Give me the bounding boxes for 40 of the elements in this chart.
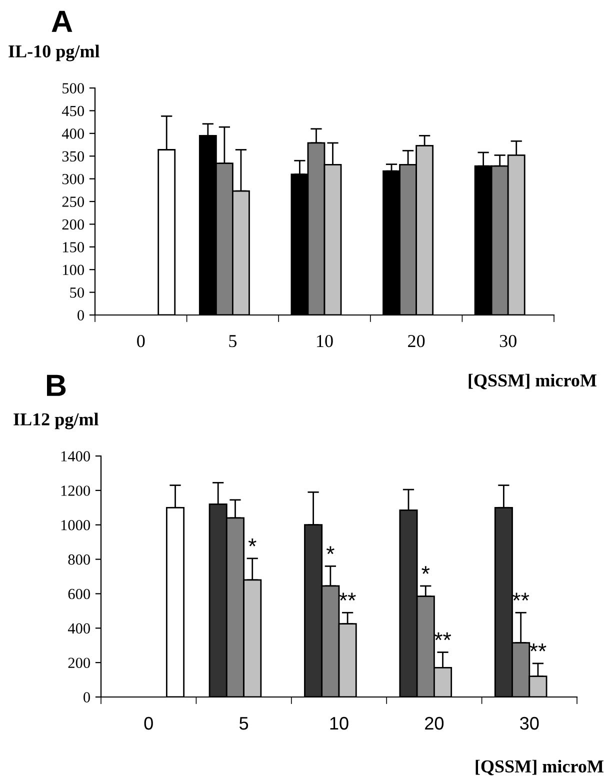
y-tick-label: 400 [68, 623, 90, 634]
y-tick-label: 250 [62, 196, 84, 207]
y-axis-title: IL-10 pg/ml [8, 44, 100, 62]
annotation: * [422, 566, 430, 574]
x-tick-label: 0 [144, 716, 153, 730]
y-tick-label: 1400 [61, 451, 90, 462]
y-tick-label: 350 [62, 151, 84, 162]
y-tick-label: 100 [63, 264, 84, 276]
x-tick-label: 0 [137, 334, 145, 348]
annotation: * [248, 538, 256, 546]
x-tick-label: 10 [317, 334, 333, 348]
x-axis-title: [QSSM] microM [476, 760, 604, 776]
y-tick-label: 450 [62, 106, 84, 116]
annotation: ** [530, 644, 546, 652]
y-tick-label: 800 [68, 554, 90, 565]
x-tick-label: 5 [229, 335, 237, 348]
annotation: * [326, 546, 334, 554]
x-tick-label: 20 [425, 716, 444, 730]
y-tick-label: 1200 [61, 486, 90, 496]
y-tick-label: 200 [62, 219, 84, 230]
y-tick-label: 300 [62, 174, 84, 184]
x-tick-label: 30 [520, 716, 539, 730]
x-tick-label: 20 [408, 334, 425, 348]
chart-title: A [52, 10, 72, 32]
y-tick-label: 500 [62, 83, 84, 94]
x-tick-label: 5 [240, 717, 248, 730]
y-tick-label: 1000 [61, 520, 90, 530]
y-tick-label: 0 [78, 310, 84, 320]
y-tick-label: 200 [68, 658, 90, 668]
y-tick-label: 150 [63, 242, 84, 252]
y-tick-label: 0 [84, 692, 90, 702]
x-axis-title: [QSSM] microM [468, 374, 596, 390]
x-tick-label: 10 [330, 716, 348, 730]
y-tick-label: 400 [62, 128, 84, 139]
y-tick-label: 600 [68, 588, 90, 600]
y-tick-label: 50 [70, 287, 84, 298]
x-tick-label: 30 [500, 334, 516, 348]
annotation: ** [339, 592, 356, 601]
chart-title: B [47, 374, 66, 396]
y-axis-title: IL12 pg/ml [14, 412, 98, 430]
